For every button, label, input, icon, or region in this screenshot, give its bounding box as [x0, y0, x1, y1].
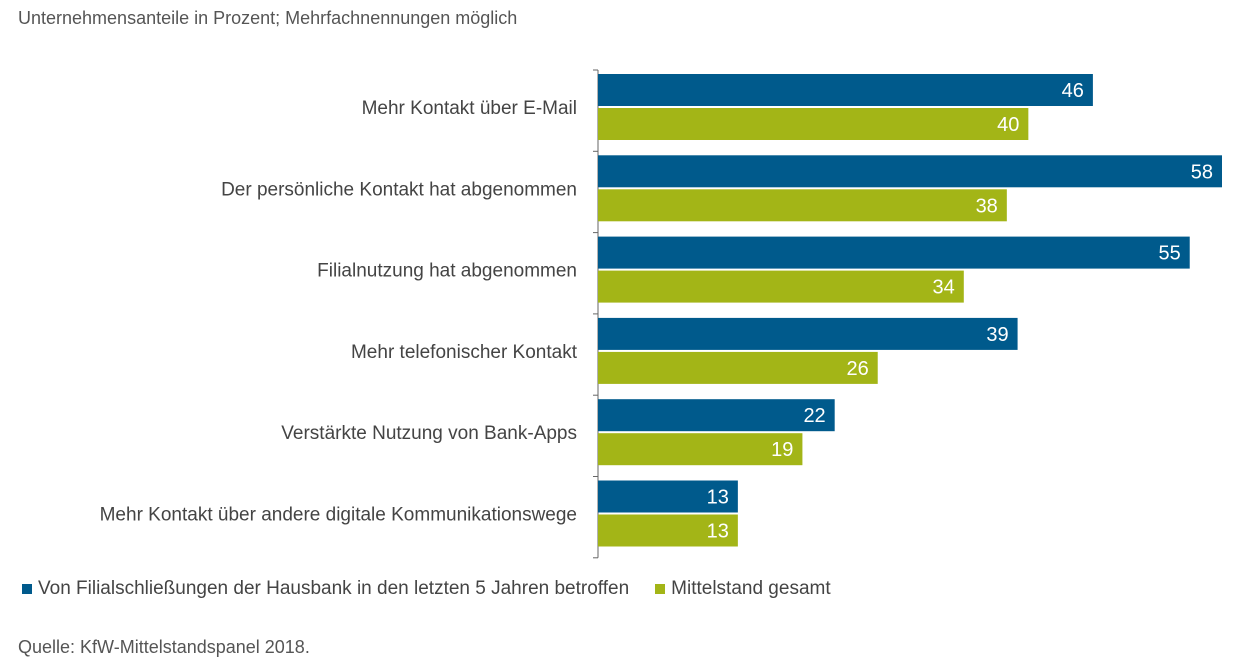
- data-label: 19: [771, 439, 793, 461]
- bar-series2: [598, 514, 738, 547]
- legend: Von Filialschließungen der Hausbank in d…: [22, 578, 831, 600]
- legend-swatch-series1: [22, 584, 32, 594]
- data-label: 13: [707, 521, 729, 543]
- legend-item-series2: Mittelstand gesamt: [655, 578, 831, 600]
- category-label: Mehr Kontakt über andere digitale Kommun…: [100, 505, 577, 526]
- data-label: 40: [997, 114, 1019, 136]
- bar-series2: [598, 270, 964, 303]
- bar-series2: [598, 433, 803, 466]
- data-label: 46: [1062, 80, 1084, 102]
- data-label: 58: [1191, 161, 1213, 183]
- bar-series1: [598, 399, 835, 432]
- bar-series1: [598, 317, 1018, 350]
- category-label: Filialnutzung hat abgenommen: [317, 261, 577, 282]
- legend-item-series1: Von Filialschließungen der Hausbank in d…: [22, 578, 629, 600]
- legend-swatch-series2: [655, 584, 666, 594]
- data-label: 13: [707, 487, 729, 509]
- bar-chart: Mehr Kontakt über E-Mail 46 40 Der persönli…: [100, 69, 1222, 559]
- data-label: 55: [1158, 243, 1180, 265]
- source-note: Quelle: KfW-Mittelstandspanel 2018.: [18, 637, 310, 657]
- data-label: 26: [846, 358, 868, 380]
- data-label: 22: [803, 405, 825, 427]
- bar-series1: [598, 74, 1093, 106]
- bar-series2: [598, 189, 1007, 222]
- category-label: Mehr telefonischer Kontakt: [351, 342, 578, 363]
- bar-series1: [598, 480, 738, 513]
- data-label: 39: [986, 324, 1008, 346]
- legend-label-series2: Mittelstand gesamt: [671, 578, 831, 599]
- data-label: 34: [933, 277, 955, 299]
- chart-subtitle: Unternehmensanteile in Prozent; Mehrfach…: [18, 8, 518, 28]
- data-label: 38: [976, 195, 998, 217]
- category-label: Verstärkte Nutzung von Bank-Apps: [281, 423, 577, 444]
- bar-series1: [598, 155, 1222, 188]
- legend-label-series1: Von Filialschließungen der Hausbank in d…: [38, 578, 630, 599]
- bar-series2: [598, 351, 878, 384]
- bar-series1: [598, 236, 1190, 269]
- category-label: Mehr Kontakt über E-Mail: [362, 98, 577, 119]
- bar-series2: [598, 108, 1029, 140]
- category-label: Der persönliche Kontakt hat abgenommen: [221, 179, 577, 200]
